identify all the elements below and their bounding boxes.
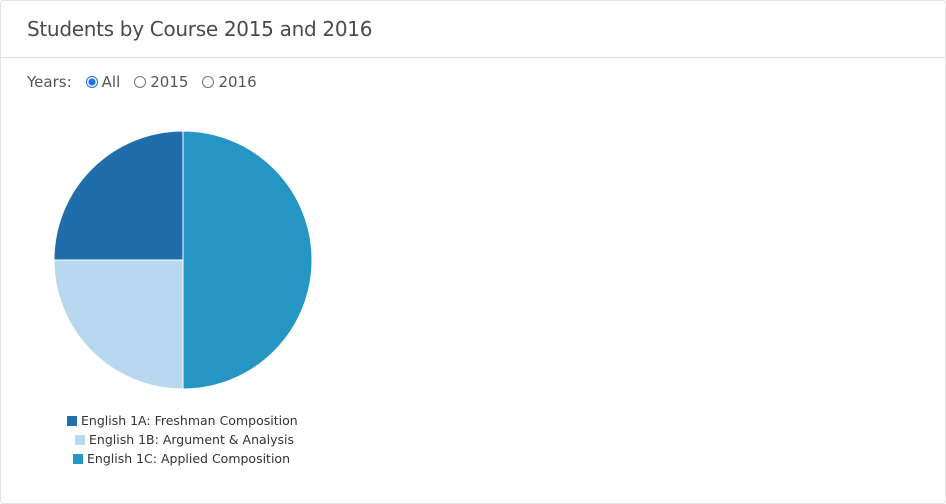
- legend-item-2[interactable]: English 1B: Argument & Analysis: [67, 430, 298, 449]
- legend-item-3[interactable]: English 1C: Applied Composition: [67, 449, 298, 468]
- year-radio-all[interactable]: [85, 76, 98, 88]
- year-option-2016-label: 2016: [218, 73, 257, 91]
- legend-label-2: English 1B: Argument & Analysis: [89, 432, 295, 447]
- legend-label-1: English 1A: Freshman Composition: [81, 413, 298, 428]
- year-option-all[interactable]: All: [85, 73, 121, 91]
- year-option-all-label: All: [101, 73, 121, 91]
- chart-legend: English 1A: Freshman Composition English…: [67, 411, 298, 468]
- year-option-2015-label: 2015: [150, 73, 189, 91]
- pie-chart: [53, 130, 313, 390]
- year-radio-2015[interactable]: [134, 76, 147, 88]
- year-option-2016[interactable]: 2016: [202, 73, 257, 91]
- pie-slice-1[interactable]: [53, 130, 184, 261]
- year-filter: Years: All 2015 2016: [27, 73, 271, 91]
- page-title: Students by Course 2015 and 2016: [27, 17, 373, 41]
- legend-label-3: English 1C: Applied Composition: [87, 451, 291, 466]
- year-filter-label: Years:: [27, 73, 72, 91]
- legend-swatch-3: [73, 453, 83, 464]
- pie-slice-2[interactable]: [53, 259, 184, 390]
- legend-swatch-1: [67, 415, 77, 426]
- pie-slice-3[interactable]: [182, 130, 313, 390]
- year-option-2015[interactable]: 2015: [134, 73, 188, 91]
- legend-item-1[interactable]: English 1A: Freshman Composition: [67, 411, 298, 430]
- legend-swatch-2: [75, 434, 85, 445]
- year-radio-2016[interactable]: [202, 76, 215, 88]
- panel-header: Students by Course 2015 and 2016: [1, 1, 945, 58]
